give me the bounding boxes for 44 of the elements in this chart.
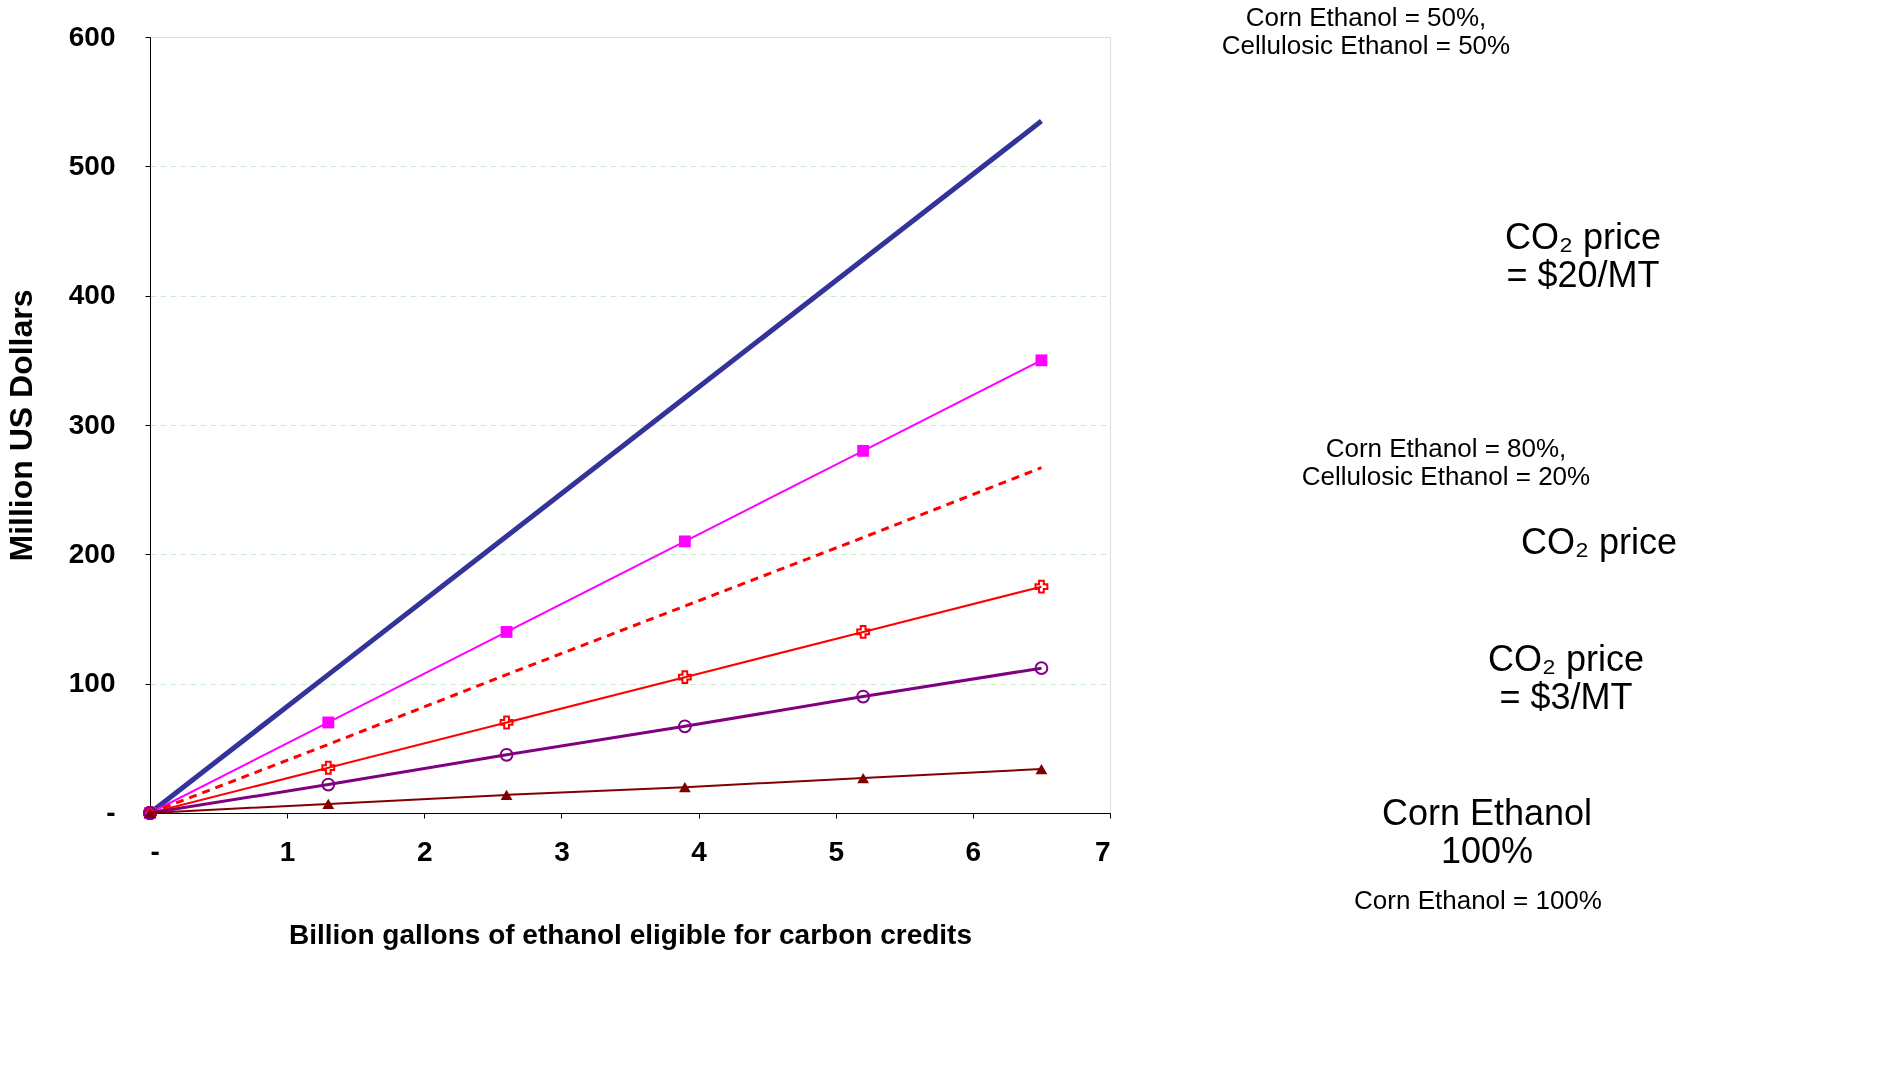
text: CO₂ price = $3/MT	[1487, 638, 1645, 717]
point	[322, 716, 335, 729]
x-tick-label: 7	[1094, 835, 1111, 867]
y-axis-title: Million US Dollars	[2, 289, 39, 562]
point	[499, 715, 514, 730]
x-tick-label: 6	[965, 835, 982, 867]
x-axis-title: Billion gallons of ethanol eligible for carbon credits	[289, 918, 972, 950]
x-tick-label: 2	[417, 835, 433, 867]
y-tick-label: 500	[68, 149, 116, 181]
point	[499, 747, 514, 762]
text: Corn Ethanol = 50%, Cellulosic Ethanol = 50%	[1221, 2, 1511, 60]
point	[1034, 661, 1049, 676]
x-tick-label: 3	[554, 835, 570, 867]
point	[677, 670, 692, 685]
y-tick-label: 300	[68, 408, 116, 440]
text: CO₂ price	[1520, 521, 1678, 562]
point	[500, 626, 513, 638]
point	[677, 719, 692, 734]
point	[856, 625, 871, 639]
text: Corn Ethanol 100%	[1381, 792, 1593, 871]
point	[321, 760, 336, 775]
point	[856, 689, 871, 704]
point	[1034, 579, 1049, 594]
y-tick-label: 600	[68, 20, 116, 52]
point	[500, 789, 513, 801]
y-tick-label: -	[106, 796, 116, 828]
x-tick-label: 5	[828, 835, 844, 867]
text: Corn Ethanol = 80%, Cellulosic Ethanol = 20%	[1301, 433, 1591, 491]
point	[857, 772, 870, 784]
point	[678, 782, 691, 793]
point	[322, 798, 335, 810]
point	[678, 535, 691, 548]
point	[321, 777, 336, 792]
x-tick-label: 4	[691, 835, 708, 867]
x-tick-label: -	[150, 835, 160, 867]
point	[857, 444, 870, 457]
text: Corn Ethanol = 100%	[1354, 885, 1602, 915]
y-tick-label: 400	[68, 279, 116, 311]
y-tick-label: 200	[68, 537, 116, 569]
point	[1035, 354, 1048, 367]
x-tick-label: 1	[279, 835, 296, 867]
y-tick-label: 100	[68, 667, 116, 699]
point	[1035, 763, 1048, 775]
text: CO₂ price = $20/MT	[1504, 216, 1662, 295]
